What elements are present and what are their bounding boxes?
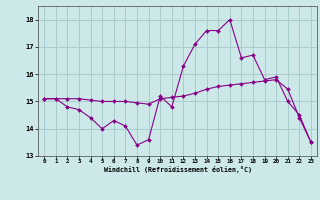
X-axis label: Windchill (Refroidissement éolien,°C): Windchill (Refroidissement éolien,°C) (104, 166, 252, 173)
